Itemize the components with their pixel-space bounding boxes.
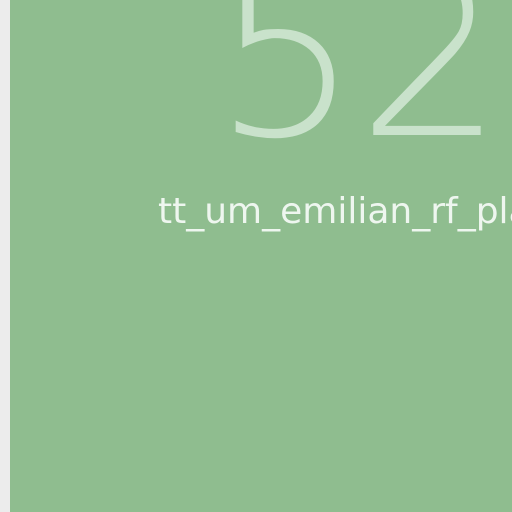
left-margin-strip — [0, 0, 10, 512]
project-name: tt_um_emilian_rf_pla — [158, 191, 512, 232]
project-number: 522 — [213, 0, 512, 190]
project-tile[interactable]: 522 tt_um_emilian_rf_pla — [10, 0, 512, 512]
